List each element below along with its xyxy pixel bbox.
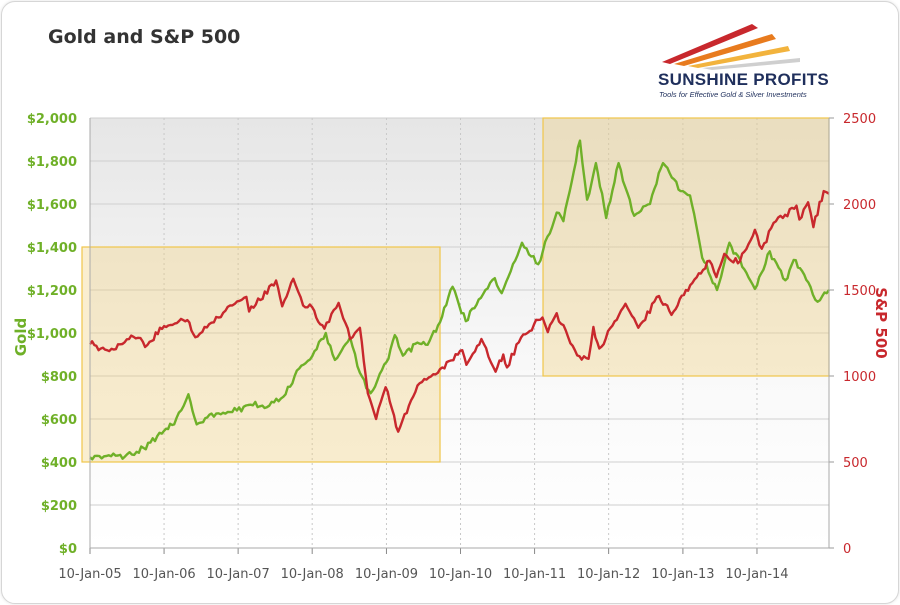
y-left-tick-label: $1,400 (27, 241, 77, 256)
chart-title: Gold and S&P 500 (48, 26, 241, 48)
x-tick-label: 10-Jan-12 (577, 567, 640, 582)
y-right-tick-label: 2000 (843, 198, 876, 213)
y-left-tick-label: $1,600 (27, 198, 77, 213)
brand-name: SUNSHINE PROFITS (658, 70, 830, 89)
y-right-tick-label: 1000 (843, 370, 876, 385)
x-tick-label: 10-Jan-06 (132, 567, 195, 582)
y-right-tick-label: 0 (843, 542, 851, 557)
y-right-axis-label: S&P 500 (872, 287, 890, 358)
y-right-tick-label: 2500 (843, 112, 876, 127)
brand-tagline: Tools for Effective Gold & Silver Invest… (659, 90, 807, 99)
tick-labels: $0 $200 $400 $600 $800 $1,000 $1,200 $1,400 $1,6… (12, 112, 890, 582)
y-right-tick-label: 1500 (843, 284, 876, 299)
y-left-tick-label: $1,000 (27, 327, 77, 342)
axes (89, 117, 834, 554)
x-tick-label: 10-Jan-07 (207, 567, 270, 582)
x-tick-label: 10-Jan-14 (725, 567, 788, 582)
y-left-tick-label: $2,000 (27, 112, 77, 127)
brand-logo: SUNSHINE PROFITS Tools for Effective Gol… (640, 14, 840, 104)
y-left-tick-label: $600 (41, 413, 77, 428)
x-tick-label: 10-Jan-08 (281, 567, 344, 582)
y-left-axis-label: Gold (12, 318, 30, 357)
highlight-region (81, 246, 441, 463)
y-left-tick-label: $0 (59, 542, 77, 557)
sp500-series-line (89, 189, 830, 433)
gold-series-line (89, 139, 830, 461)
x-tick-label: 10-Jan-10 (429, 567, 492, 582)
x-tick-label: 10-Jan-09 (355, 567, 418, 582)
y-left-tick-label: $1,200 (27, 284, 77, 299)
highlight-regions (81, 117, 830, 463)
x-tick-label: 10-Jan-11 (503, 567, 566, 582)
y-left-tick-label: $400 (41, 456, 77, 471)
y-left-tick-label: $200 (41, 499, 77, 514)
x-tick-label: 10-Jan-13 (651, 567, 714, 582)
y-left-tick-label: $1,800 (27, 155, 77, 170)
y-right-tick-label: 500 (843, 456, 868, 471)
y-left-tick-label: $800 (41, 370, 77, 385)
highlight-region (542, 117, 830, 377)
sunburst-logo-icon (662, 24, 800, 70)
series-lines (89, 139, 830, 461)
x-tick-label: 10-Jan-05 (58, 567, 121, 582)
